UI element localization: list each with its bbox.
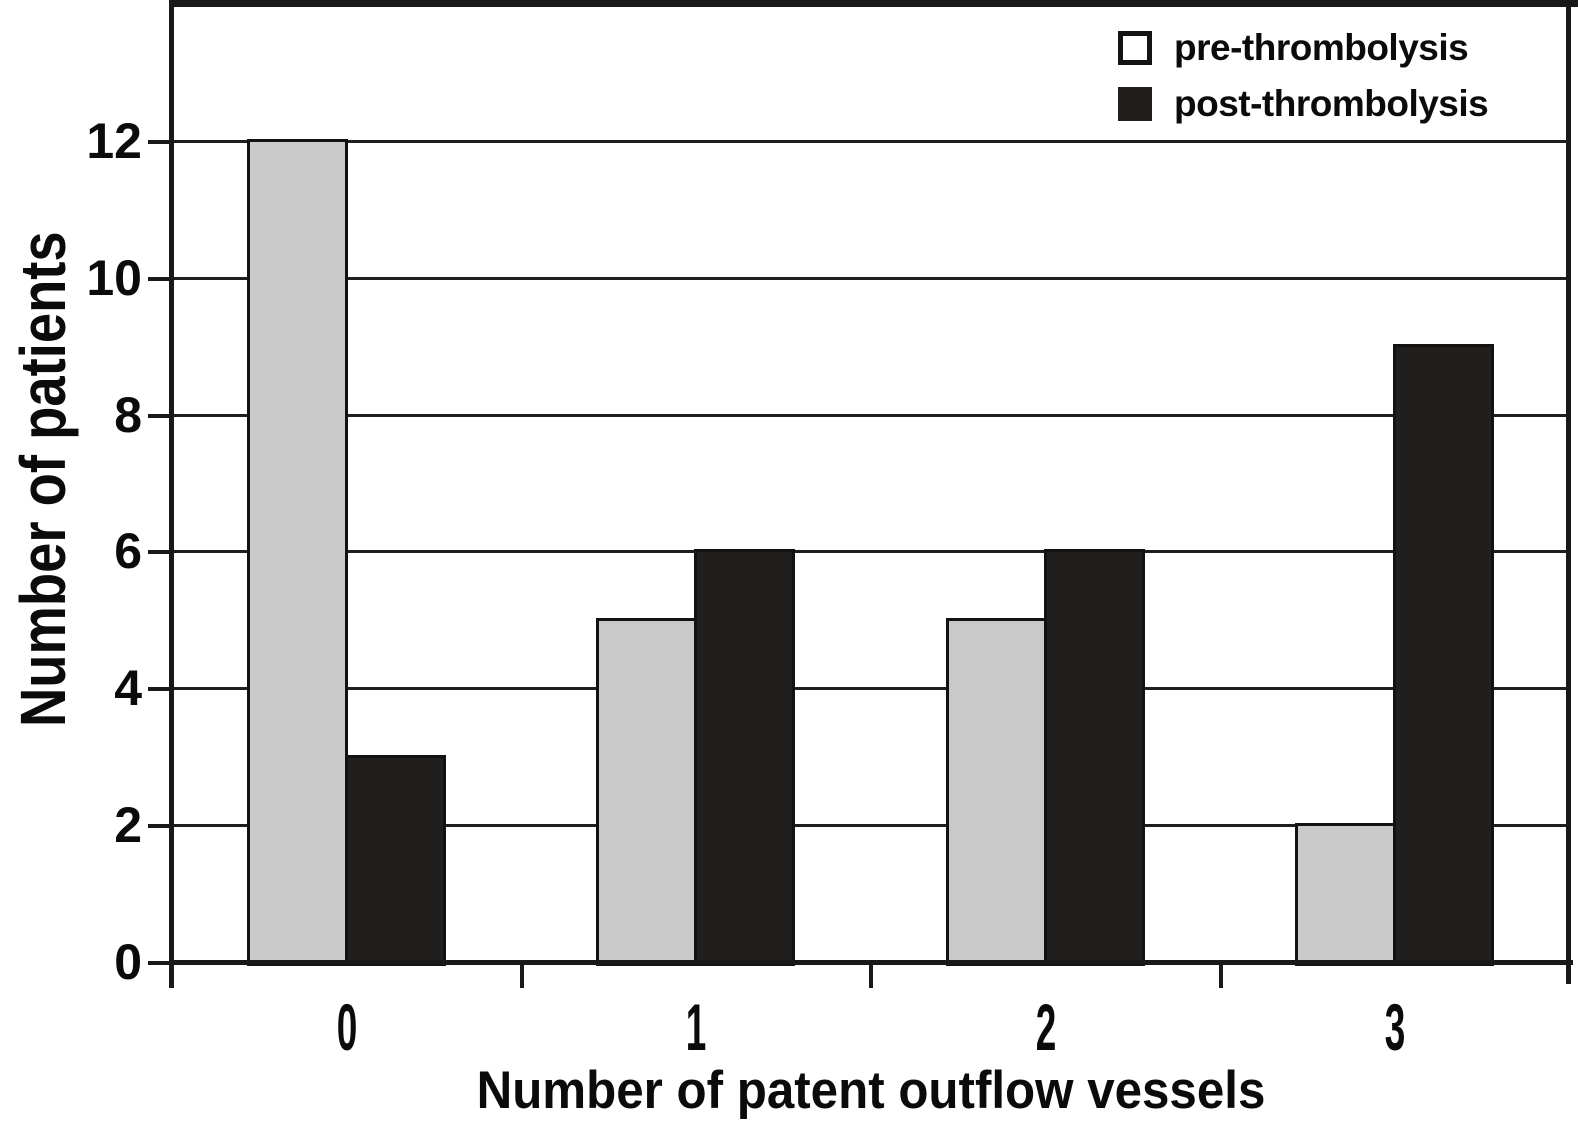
x-tick-2 (869, 962, 873, 988)
bar-pre-thrombolysis-category-3 (1295, 823, 1396, 966)
legend-swatch-pre-icon (1118, 31, 1152, 65)
gridline-y-6 (172, 550, 1570, 553)
y-tick-label-10: 10 (86, 250, 142, 306)
x-tick-label-3: 3 (1384, 990, 1406, 1064)
y-axis-line (169, 0, 174, 988)
y-tick-0 (148, 961, 172, 965)
y-tick-label-6: 6 (114, 523, 142, 579)
bar-post-thrombolysis-category-3 (1393, 344, 1494, 966)
y-tick-label-12: 12 (86, 113, 142, 169)
x-axis-title: Number of patent outflow vessels (476, 1061, 1266, 1120)
gridline-y-2 (172, 824, 1570, 827)
plot-right-border (1566, 0, 1571, 984)
y-axis-title: Number of patients (7, 231, 79, 727)
bar-post-thrombolysis-category-2 (1044, 549, 1145, 966)
bar-post-thrombolysis-category-0 (345, 755, 446, 966)
bar-pre-thrombolysis-category-0 (247, 139, 348, 966)
y-tick-4 (148, 687, 172, 691)
gridline-y-12 (172, 140, 1570, 143)
x-tick-3 (1219, 962, 1223, 988)
gridline-y-8 (172, 414, 1570, 417)
y-tick-label-4: 4 (114, 660, 142, 716)
plot-top-border (169, 0, 1578, 7)
legend-item-pre-thrombolysis: pre-thrombolysis (1118, 26, 1488, 70)
y-tick-label-8: 8 (114, 387, 142, 443)
y-tick-10 (148, 277, 172, 281)
legend-item-post-thrombolysis: post-thrombolysis (1118, 82, 1489, 126)
x-tick-label-2: 2 (1035, 990, 1057, 1064)
bar-pre-thrombolysis-category-1 (596, 618, 697, 966)
gridline-y-4 (172, 687, 1570, 690)
y-tick-2 (148, 824, 172, 828)
x-tick-1 (520, 962, 524, 988)
y-tick-label-0: 0 (114, 934, 142, 990)
legend-label-post: post-thrombolysis (1174, 83, 1489, 124)
gridline-y-10 (172, 277, 1570, 280)
x-tick-label-1: 1 (685, 990, 707, 1064)
y-tick-8 (148, 414, 172, 418)
legend-label-pre: pre-thrombolysis (1174, 27, 1469, 68)
x-tick-label-0: 0 (336, 990, 358, 1064)
legend-swatch-post-icon (1118, 87, 1152, 121)
y-tick-12 (148, 140, 172, 144)
y-tick-label-2: 2 (114, 797, 142, 853)
y-tick-6 (148, 550, 172, 554)
bar-pre-thrombolysis-category-2 (946, 618, 1047, 966)
legend: pre-thrombolysis post-thrombolysis (1118, 26, 1489, 138)
bar-post-thrombolysis-category-1 (694, 549, 795, 966)
